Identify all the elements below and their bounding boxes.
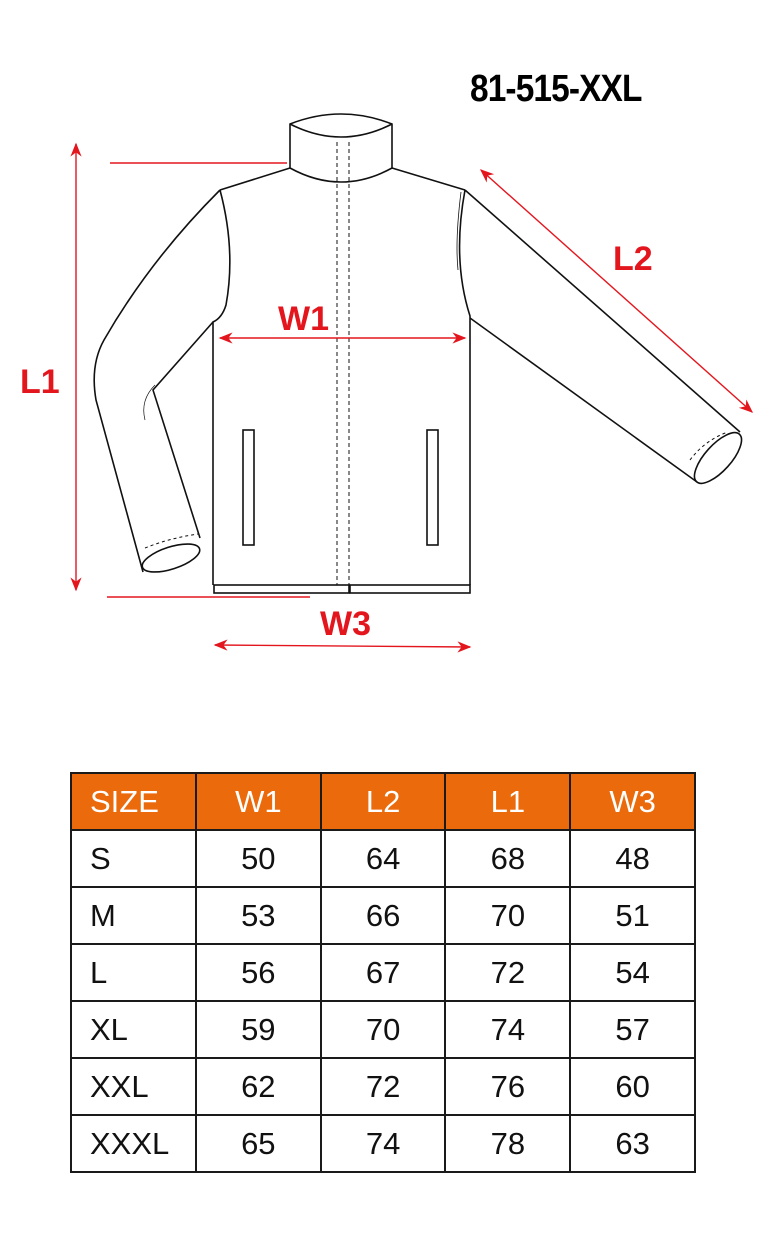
measurement-cell: 48 — [569, 829, 696, 888]
measurement-cell: 54 — [569, 943, 696, 1002]
l2-label: L2 — [613, 240, 653, 278]
measurement-cell: 72 — [319, 1057, 447, 1116]
size-cell: XL — [70, 1000, 197, 1059]
header-w3: W3 — [569, 772, 696, 831]
size-cell: XXXL — [70, 1114, 197, 1173]
measurement-cell: 67 — [319, 943, 447, 1002]
table-row: L 56 67 72 54 — [70, 943, 696, 1002]
w1-label: W1 — [278, 300, 329, 338]
table-row: S 50 64 68 48 — [70, 829, 696, 888]
measurement-cell: 74 — [319, 1114, 447, 1173]
jacket-diagram: L1 W1 L2 W3 — [20, 113, 754, 653]
w3-arrow — [213, 639, 472, 653]
measurement-cell: 68 — [444, 829, 572, 888]
size-cell: M — [70, 886, 197, 945]
size-cell: S — [70, 829, 197, 888]
measurement-cell: 70 — [444, 886, 572, 945]
jacket-outline — [93, 113, 743, 594]
measurement-cell: 70 — [319, 1000, 447, 1059]
measurement-cell: 57 — [569, 1000, 696, 1059]
size-cell: L — [70, 943, 197, 1002]
measurement-cell: 53 — [194, 886, 322, 945]
header-l1: L1 — [444, 772, 572, 831]
table-header-row: SIZE W1 L2 L1 W3 — [70, 772, 696, 831]
l2-arrow — [479, 169, 754, 413]
measurement-cell: 51 — [569, 886, 696, 945]
w3-label: W3 — [320, 605, 371, 643]
table-row: M 53 66 70 51 — [70, 886, 696, 945]
measurement-cell: 64 — [319, 829, 447, 888]
header-l2: L2 — [319, 772, 447, 831]
measurement-cell: 65 — [194, 1114, 322, 1173]
product-code: 81-515-XXL — [470, 68, 642, 110]
measurement-cell: 59 — [194, 1000, 322, 1059]
header-size: SIZE — [70, 772, 197, 831]
measurement-guides — [70, 142, 754, 653]
measurement-cell: 56 — [194, 943, 322, 1002]
size-table: SIZE W1 L2 L1 W3 S 50 64 68 48 M 53 66 70 51 L 56 67… — [70, 772, 696, 1173]
measurement-cell: 62 — [194, 1057, 322, 1116]
table-row: XXXL 65 74 78 63 — [70, 1114, 696, 1173]
measurement-cell: 66 — [319, 886, 447, 945]
measurement-cell: 63 — [569, 1114, 696, 1173]
header-w1: W1 — [194, 772, 322, 831]
measurement-cell: 50 — [194, 829, 322, 888]
size-cell: XXL — [70, 1057, 197, 1116]
l1-label: L1 — [20, 363, 60, 401]
measurement-cell: 60 — [569, 1057, 696, 1116]
table-row: XXL 62 72 76 60 — [70, 1057, 696, 1116]
measurement-cell: 74 — [444, 1000, 572, 1059]
measurement-cell: 78 — [444, 1114, 572, 1173]
measurement-cell: 76 — [444, 1057, 572, 1116]
table-row: XL 59 70 74 57 — [70, 1000, 696, 1059]
measurement-cell: 72 — [444, 943, 572, 1002]
